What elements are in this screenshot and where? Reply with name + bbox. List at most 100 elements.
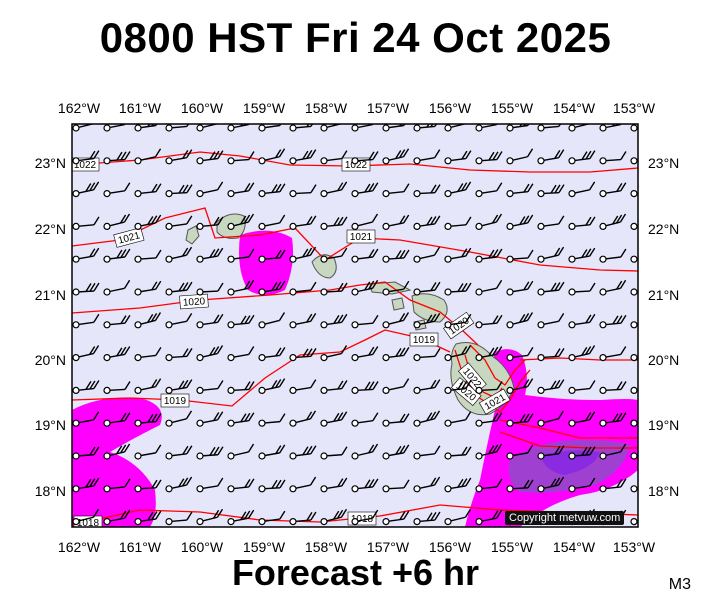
wind-barb-feather: [399, 511, 406, 521]
station-circle-icon: [630, 419, 638, 427]
wind-barb-feather: [247, 213, 255, 223]
wind-barb-feather: [178, 282, 185, 292]
station-circle-icon: [258, 517, 266, 526]
station-circle-icon: [630, 255, 638, 263]
wind-barb-icon: [258, 148, 286, 165]
wind-barb-feather: [154, 312, 162, 321]
wind-barb-feather: [151, 479, 158, 489]
wind-barb-icon: [227, 182, 255, 198]
wind-barb-icon: [382, 249, 410, 263]
wind-barb-feather: [124, 151, 131, 160]
station-circle-icon: [227, 222, 235, 230]
wind-barb-feather: [465, 216, 472, 226]
wind-barb-icon: [289, 184, 317, 198]
wind-barb-icon: [227, 381, 255, 394]
wind-barb-feather: [310, 511, 317, 521]
wind-barb-feather: [275, 445, 282, 454]
wind-barb-feather: [368, 346, 375, 356]
lat-label: 20°N: [648, 352, 679, 368]
wind-barb-icon: [165, 215, 193, 230]
wind-barb-feather: [368, 183, 375, 192]
wind-barb-feather: [310, 379, 317, 388]
wind-barb-feather: [182, 247, 189, 257]
lon-label: 154°W: [553, 100, 596, 116]
wind-barb-feather: [248, 151, 255, 160]
wind-barb-icon: [630, 321, 638, 329]
wind-barb-feather: [465, 411, 472, 421]
station-circle-icon: [413, 517, 421, 526]
wind-barb-feather: [178, 380, 185, 390]
lat-label: 20°N: [35, 352, 66, 368]
wind-barb-icon: [506, 214, 534, 230]
wind-barb-icon: [72, 411, 100, 427]
wind-barb-icon: [320, 247, 348, 263]
wind-barb-icon: [165, 184, 193, 198]
wind-barb-feather: [150, 313, 158, 322]
wind-barb-feather: [496, 248, 503, 258]
wind-barb-feather: [620, 478, 627, 488]
wind-barb-feather: [186, 312, 193, 322]
wind-barb-feather: [368, 249, 375, 258]
wind-barb-icon: [72, 216, 100, 230]
wind-barb-feather: [368, 478, 375, 488]
wind-barb-icon: [320, 345, 348, 362]
station-circle-icon: [475, 452, 483, 460]
wind-barb-icon: [475, 478, 503, 493]
station-circle-icon: [382, 222, 390, 230]
station-circle-icon: [506, 124, 514, 132]
wind-barb-icon: [196, 411, 224, 427]
wind-barb-feather: [558, 184, 565, 194]
wind-barb-feather: [465, 247, 472, 257]
wind-barb-feather: [496, 279, 503, 289]
wind-barb-feather: [275, 149, 282, 159]
wind-barb-icon: [506, 148, 534, 165]
wind-barb-feather: [89, 346, 96, 355]
station-circle-icon: [537, 157, 545, 165]
wind-barb-icon: [413, 246, 441, 263]
wind-barb-feather: [589, 411, 596, 421]
wind-barb-feather: [589, 477, 596, 487]
station-circle-icon: [227, 485, 235, 493]
wind-barb-icon: [320, 216, 348, 230]
wind-barb-feather: [434, 281, 441, 291]
wind-barb-feather: [123, 443, 131, 453]
station-circle-icon: [444, 354, 452, 362]
wind-barb-feather: [124, 412, 131, 422]
wind-barb-feather: [371, 213, 379, 223]
wind-barb-icon: [289, 445, 317, 460]
station-circle-icon: [165, 485, 173, 493]
wind-barb-icon: [382, 280, 410, 296]
wind-barb-icon: [599, 182, 627, 198]
lat-label: 19°N: [648, 417, 679, 433]
wind-barb-icon: [72, 477, 100, 493]
wind-barb-icon: [568, 216, 596, 230]
wind-barb-feather: [279, 347, 286, 356]
wind-barb-icon: [165, 445, 193, 460]
wind-barb-feather: [147, 511, 154, 521]
station-circle-icon: [196, 386, 204, 394]
wind-barb-icon: [475, 182, 503, 198]
station-circle-icon: [599, 255, 607, 263]
station-circle-icon: [165, 222, 173, 230]
wind-barb-icon: [351, 182, 379, 198]
wind-barb-feather: [399, 445, 406, 454]
station-circle-icon: [506, 354, 514, 362]
wind-barb-feather: [581, 346, 588, 356]
wind-barb-feather: [340, 508, 348, 518]
wind-barb-icon: [382, 148, 410, 165]
wind-barb-feather: [186, 215, 193, 225]
wind-barb-feather: [120, 315, 127, 324]
station-circle-icon: [320, 419, 328, 427]
wind-barb-feather: [217, 247, 224, 257]
wind-barb-feather: [557, 410, 565, 420]
wind-barb-feather: [310, 281, 317, 291]
wind-barb-feather: [652, 379, 657, 387]
wind-barb-feather: [89, 150, 96, 160]
wind-barb-icon: [568, 124, 591, 132]
station-circle-icon: [227, 354, 235, 362]
wind-barb-icon: [258, 510, 286, 526]
wind-barb-feather: [240, 413, 247, 423]
wind-barb-icon: [630, 255, 638, 263]
wind-barb-icon: [320, 181, 348, 198]
wind-barb-icon: [382, 510, 410, 526]
